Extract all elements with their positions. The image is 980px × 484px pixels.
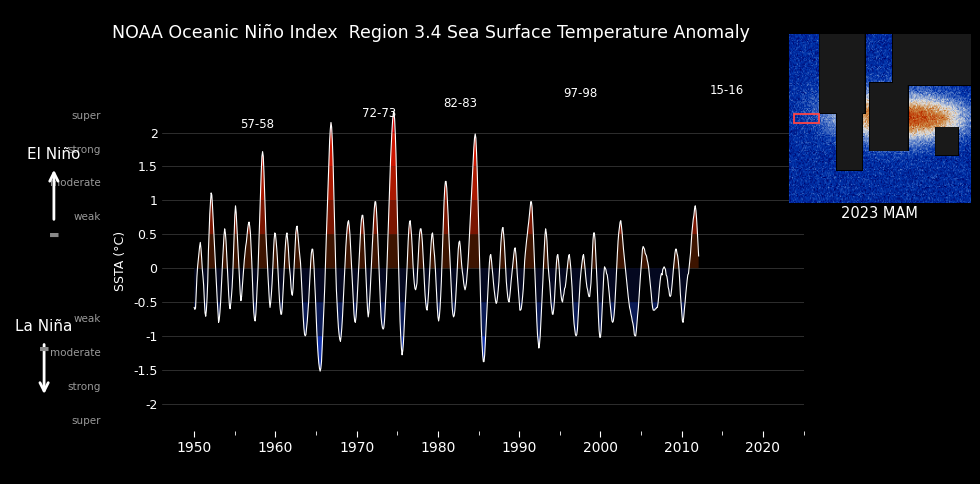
Text: 2023 MAM: 2023 MAM (841, 206, 917, 221)
Text: super: super (72, 111, 101, 121)
Text: 82-83: 82-83 (444, 97, 477, 110)
Bar (794, 114, 819, 123)
Text: 57-58: 57-58 (240, 118, 274, 131)
Text: El Niño: El Niño (27, 147, 80, 162)
Text: strong: strong (68, 382, 101, 392)
Y-axis label: SSTA (°C): SSTA (°C) (115, 231, 127, 291)
Text: ▬: ▬ (39, 344, 49, 353)
Text: La Niña: La Niña (16, 319, 73, 334)
Text: 72-73: 72-73 (362, 107, 396, 121)
Text: moderate: moderate (50, 179, 101, 188)
Text: moderate: moderate (50, 348, 101, 358)
Text: 97-98: 97-98 (564, 87, 597, 100)
Text: ▬: ▬ (49, 230, 59, 240)
Text: NOAA Oceanic Niño Index  Region 3.4 Sea Surface Temperature Anomaly: NOAA Oceanic Niño Index Region 3.4 Sea S… (113, 24, 750, 42)
Text: super: super (72, 416, 101, 425)
Text: weak: weak (74, 314, 101, 324)
Text: 15-16: 15-16 (710, 84, 744, 97)
Text: strong: strong (68, 145, 101, 154)
Text: weak: weak (74, 212, 101, 222)
